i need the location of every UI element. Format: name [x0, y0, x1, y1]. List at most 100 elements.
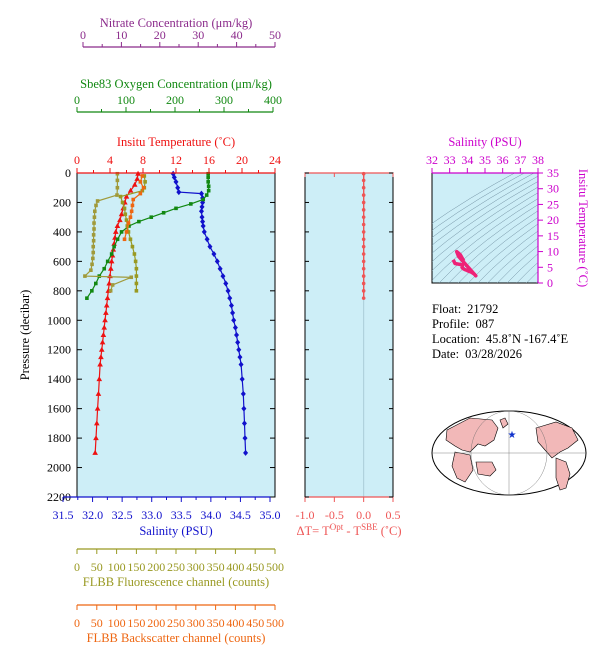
tick-label: 800	[53, 284, 71, 298]
data-point	[119, 230, 124, 234]
data-point	[104, 295, 111, 301]
tick-label: 600	[53, 254, 71, 268]
density-contour	[432, 173, 535, 238]
data-point	[92, 449, 98, 455]
tick-label: 450	[246, 616, 264, 630]
density-contours	[432, 173, 538, 283]
location-row: Location: 45.8˚N -167.4˚E	[432, 332, 574, 347]
data-point	[94, 203, 98, 208]
tick-label: 300	[215, 93, 233, 107]
data-point	[132, 252, 137, 256]
tick-label: 400	[53, 225, 71, 239]
tick-label: 8	[140, 153, 146, 167]
profile-label: Profile:	[432, 317, 470, 331]
data-point	[143, 180, 147, 184]
data-point	[126, 221, 131, 225]
world-map: ★	[431, 410, 587, 496]
data-point	[173, 178, 179, 185]
delta-t-axis: -1.0 -0.5 0.0 0.5	[296, 172, 401, 522]
data-point	[91, 250, 96, 255]
data-point	[204, 193, 209, 197]
data-point	[94, 405, 101, 411]
data-point	[361, 193, 366, 197]
data-point	[94, 281, 98, 286]
series-nitrate	[83, 171, 134, 293]
tick-label: 10	[115, 28, 127, 42]
data-point	[134, 289, 139, 293]
data-point	[140, 174, 145, 178]
data-point	[361, 230, 366, 234]
data-point	[241, 405, 247, 412]
data-point	[115, 237, 120, 242]
data-point	[134, 281, 139, 286]
tick-label: 25	[547, 197, 559, 211]
tick-label: 500	[266, 616, 284, 630]
data-point	[361, 266, 366, 271]
ts-line	[451, 249, 478, 278]
location-label: Location:	[432, 332, 480, 346]
data-point	[100, 332, 107, 337]
data-point	[95, 199, 100, 203]
data-point	[134, 175, 141, 181]
tick-label: 4	[107, 153, 113, 167]
tick-label: 32.5	[112, 508, 133, 522]
data-point	[95, 390, 102, 396]
data-point	[214, 258, 220, 265]
profile-plot: 0 200 400 600 800 1000 1200 1400 1600 1800 2000 220…	[18, 166, 276, 504]
data-point	[93, 209, 97, 214]
data-point	[98, 354, 104, 360]
density-contour	[432, 198, 538, 281]
tick-label: 1200	[47, 343, 71, 357]
ts-diagram: Salinity (PSU) 32 33 34 35 36 37 38 0 510 15 20 25…	[426, 135, 590, 290]
tick-label: 2200	[47, 490, 71, 504]
tick-label: 35	[547, 166, 559, 180]
data-point	[201, 197, 206, 202]
profile-value: 087	[475, 317, 495, 331]
data-point	[109, 252, 114, 256]
tick-label: 200	[166, 93, 184, 107]
data-point	[103, 302, 110, 308]
data-point	[122, 206, 127, 211]
data-point	[131, 197, 136, 202]
data-point	[206, 175, 210, 180]
series-flbb	[122, 174, 146, 242]
tick-label: 20	[154, 28, 166, 42]
data-point	[108, 258, 115, 264]
float-location-marker: ★	[508, 430, 517, 441]
data-point	[361, 237, 366, 242]
data-point	[96, 376, 103, 382]
data-point	[134, 274, 139, 278]
data-point	[129, 275, 134, 280]
tick-label: 34.0	[200, 508, 221, 522]
data-point	[108, 265, 114, 271]
data-point	[134, 266, 139, 271]
data-point	[231, 317, 237, 324]
data-point	[201, 228, 207, 235]
data-point	[242, 435, 248, 442]
data-point	[239, 376, 245, 383]
data-point	[176, 189, 182, 196]
tick-label: 20	[236, 153, 248, 167]
data-point	[206, 180, 210, 184]
data-point	[118, 211, 125, 217]
tick-label: 400	[264, 93, 282, 107]
density-contour	[526, 271, 538, 283]
tick-label: 24	[269, 153, 281, 167]
data-point	[230, 309, 236, 316]
data-point	[91, 233, 96, 237]
data-point	[227, 295, 233, 302]
float-value: 21792	[467, 302, 499, 316]
data-point	[225, 287, 231, 294]
tick-label: 30	[547, 182, 559, 196]
data-point	[120, 200, 125, 205]
tick-label: 10	[547, 245, 559, 259]
tick-label: 15	[547, 229, 559, 243]
delta-t-plot-background	[304, 172, 394, 498]
data-point	[124, 218, 129, 222]
data-point	[112, 244, 116, 249]
data-point	[149, 215, 154, 219]
tick-label: 31.5	[53, 508, 74, 522]
backscatter-axis-label: FLBB Backscatter channel (counts)	[87, 631, 266, 645]
